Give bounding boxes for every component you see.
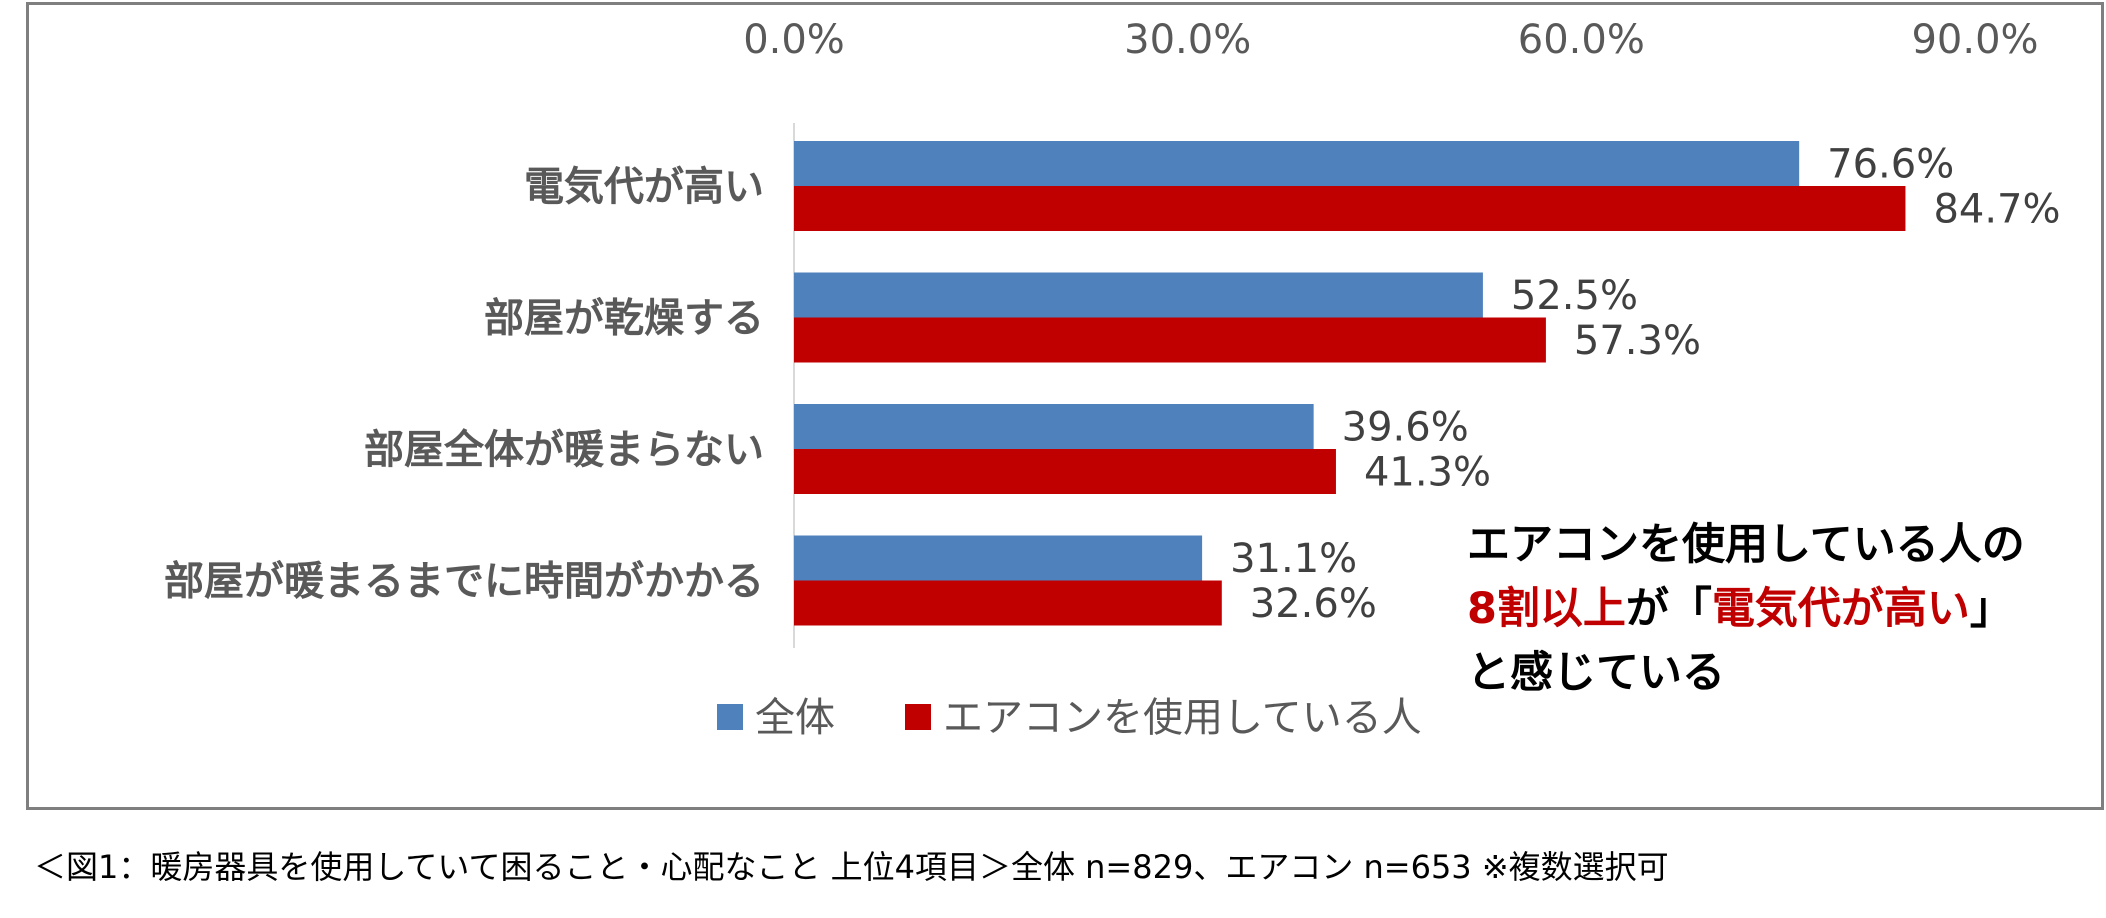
data-label: 52.5% bbox=[1511, 273, 1638, 319]
category-label: 電気代が高い bbox=[524, 164, 764, 210]
legend-label: エアコンを使用している人 bbox=[943, 695, 1422, 741]
legend-label: 全体 bbox=[755, 695, 835, 741]
x-tick-label: 90.0% bbox=[1911, 17, 2038, 63]
callout-annotation: エアコンを使用している人の 8割以上が「電気代が高い」 と感じている bbox=[1467, 513, 2106, 705]
data-label: 32.6% bbox=[1250, 581, 1377, 627]
legend-swatch bbox=[905, 704, 931, 730]
bar-chart: 0.0% 30.0% 60.0% 90.0% 電気代が高い 76.6%84.7% 部屋が乾燥… bbox=[164, 17, 2061, 741]
data-label: 84.7% bbox=[1933, 187, 2060, 233]
bar-aircon-users bbox=[794, 580, 1222, 626]
bar-all bbox=[794, 535, 1203, 581]
category-label: 部屋全体が暖まらない bbox=[364, 427, 764, 473]
callout-line-3: と感じている bbox=[1467, 648, 1725, 698]
data-label: 57.3% bbox=[1574, 318, 1701, 364]
bar-aircon-users bbox=[794, 186, 1906, 231]
data-label: 39.6% bbox=[1342, 405, 1469, 451]
bar-all bbox=[794, 404, 1314, 449]
data-label: 31.1% bbox=[1230, 536, 1357, 582]
bar-aircon-users bbox=[794, 449, 1336, 494]
callout-highlight-item: 電気代が高い bbox=[1711, 584, 1970, 634]
chart-frame: 0.0% 30.0% 60.0% 90.0% 電気代が高い 76.6% 84.7% 部屋が乾燥… bbox=[26, 2, 2104, 810]
figure-caption: ＜図1：暖房器具を使用していて困ること・心配なこと 上位4項目＞全体 n=829… bbox=[34, 848, 1669, 886]
category-label: 部屋が乾燥する bbox=[484, 296, 764, 342]
legend-swatch bbox=[717, 704, 743, 730]
callout-highlight-percent: 8割以上 bbox=[1467, 584, 1626, 634]
callout-line-2: 8割以上が「電気代が高い」 bbox=[1467, 577, 2106, 641]
callout-text-end: 」 bbox=[1969, 584, 2013, 634]
data-label: 76.6% bbox=[1827, 142, 1954, 188]
x-tick-label: 30.0% bbox=[1124, 17, 1251, 63]
x-tick-label: 0.0% bbox=[743, 17, 845, 63]
data-label: 41.3% bbox=[1364, 450, 1491, 496]
bar-aircon-users bbox=[794, 317, 1546, 363]
bar-all bbox=[794, 141, 1800, 186]
category-label: 部屋が暖まるまでに時間がかかる bbox=[164, 559, 764, 605]
callout-line-1: エアコンを使用している人の bbox=[1467, 520, 2025, 570]
bar-all bbox=[794, 272, 1483, 318]
x-tick-label: 60.0% bbox=[1518, 17, 1645, 63]
callout-text-mid: が「 bbox=[1625, 584, 1712, 634]
